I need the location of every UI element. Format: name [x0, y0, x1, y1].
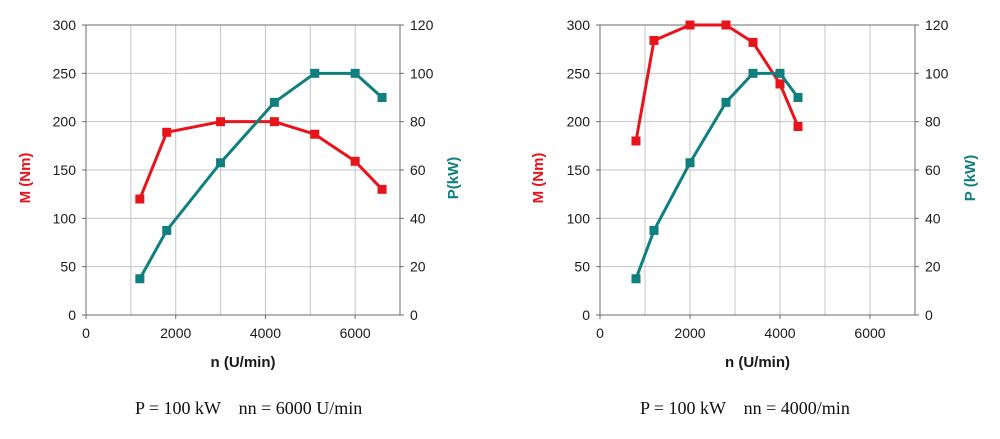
y-tick-label: 150 — [53, 162, 77, 178]
torque-series-line — [634, 23, 800, 142]
chart-1-caption: P = 100 kW nn = 6000 U/min — [135, 398, 363, 418]
x-axis-title: n (U/min) — [725, 354, 790, 371]
y-tick-label: 150 — [567, 162, 591, 178]
power-data-point — [748, 68, 758, 78]
y2-axis-title: P (kW) — [962, 155, 979, 201]
power-data-point — [350, 68, 360, 78]
torque-data-point — [269, 117, 279, 127]
torque-data-point — [162, 127, 172, 137]
y2-tick-label: 40 — [925, 210, 941, 226]
x-tick-label: 4000 — [250, 325, 281, 341]
y2-tick-label: 100 — [925, 65, 949, 81]
power-data-point — [216, 158, 226, 168]
torque-data-point — [216, 117, 226, 127]
power-data-point — [775, 68, 785, 78]
y-tick-label: 50 — [60, 259, 76, 275]
chart-2-caption: P = 100 kW nn = 4000/min — [640, 398, 850, 418]
y2-tick-label: 0 — [410, 307, 418, 323]
torque-data-point — [649, 35, 659, 45]
y-tick-label: 300 — [567, 17, 591, 33]
power-data-point — [649, 225, 659, 235]
power-data-point — [135, 274, 145, 284]
torque-data-point — [631, 136, 641, 146]
x-tick-label: 0 — [596, 325, 604, 341]
y2-tick-label: 0 — [925, 307, 933, 323]
chart-1: 0 50 100 150 200 250 300 0 20 40 60 80 100 120 0 2000 40… — [17, 17, 462, 371]
y2-tick-label: 20 — [410, 259, 426, 275]
y-tick-label: 200 — [53, 114, 77, 130]
power-data-point — [377, 93, 387, 102]
power-data-point — [685, 158, 695, 168]
y2-axis-title: P(kW) — [445, 157, 462, 200]
y2-tick-label: 120 — [410, 17, 434, 33]
torque-data-point — [350, 156, 360, 166]
y2-tick-label: 100 — [410, 65, 434, 81]
y2-tick-label: 40 — [410, 210, 426, 226]
y-axis-title: M (Nm) — [530, 153, 547, 204]
torque-data-point — [748, 37, 758, 47]
y-tick-label: 0 — [582, 307, 590, 323]
y2-tick-label: 80 — [925, 114, 941, 130]
power-data-point — [162, 225, 172, 235]
x-tick-label: 6000 — [854, 325, 885, 341]
x-tick-label: 2000 — [674, 325, 705, 341]
y2-tick-label: 60 — [410, 162, 426, 178]
torque-data-point — [775, 79, 785, 89]
y2-tick-label: 80 — [410, 114, 426, 130]
y-tick-label: 250 — [53, 65, 77, 81]
y-tick-label: 250 — [567, 65, 591, 81]
torque-data-point — [721, 20, 731, 30]
y-tick-label: 0 — [68, 307, 76, 323]
power-data-point — [310, 68, 320, 78]
power-series-line — [634, 71, 800, 280]
y-tick-label: 50 — [574, 259, 590, 275]
y-tick-label: 300 — [53, 17, 77, 33]
x-axis-title: n (U/min) — [211, 354, 276, 371]
x-tick-label: 2000 — [160, 325, 191, 341]
y2-tick-label: 20 — [925, 259, 941, 275]
x-tick-label: 4000 — [764, 325, 795, 341]
torque-data-point — [377, 184, 387, 194]
torque-data-point — [310, 129, 320, 139]
power-data-point — [793, 93, 803, 102]
y2-tick-label: 60 — [925, 162, 941, 178]
y2-tick-label: 120 — [925, 17, 949, 33]
torque-data-point — [793, 122, 803, 131]
torque-data-point — [685, 20, 695, 30]
power-data-point — [269, 97, 279, 107]
x-tick-label: 6000 — [340, 325, 371, 341]
torque-data-point — [135, 194, 145, 204]
y-tick-label: 100 — [567, 210, 591, 226]
power-data-point — [721, 97, 731, 107]
y-axis-title: M (Nm) — [17, 153, 34, 204]
chart-2: 0 50 100 150 200 250 300 0 20 40 60 80 100 120 0 2000 40… — [530, 17, 979, 371]
y-tick-label: 200 — [567, 114, 591, 130]
x-tick-label: 0 — [82, 325, 90, 341]
y-tick-label: 100 — [53, 210, 77, 226]
power-data-point — [631, 274, 641, 284]
